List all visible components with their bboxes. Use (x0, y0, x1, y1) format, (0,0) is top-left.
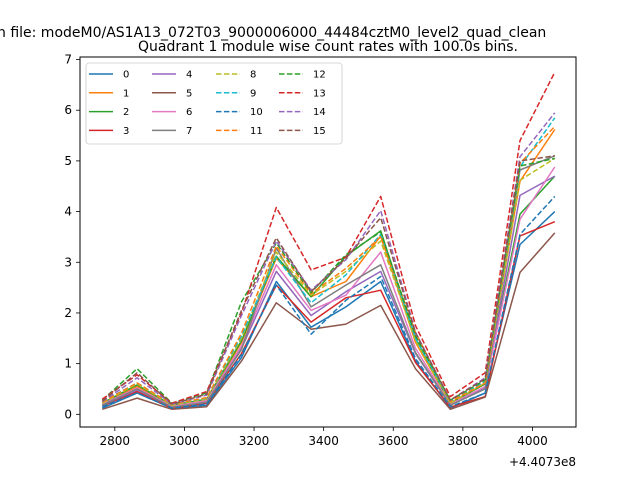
legend-label-6: 6 (186, 107, 192, 118)
legend-label-3: 3 (123, 126, 129, 137)
series-line-15 (101, 155, 555, 405)
legend-label-1: 1 (123, 88, 129, 99)
series-line-7 (101, 155, 556, 408)
series-line-13 (101, 71, 556, 404)
legend-label-8: 8 (250, 70, 256, 81)
x-offset-label: +4.4073e8 (509, 455, 576, 469)
legend-label-14: 14 (313, 107, 326, 118)
y-tick-label: 0 (64, 407, 72, 421)
legend-label-4: 4 (186, 70, 192, 81)
series-line-10 (102, 195, 556, 409)
legend-label-11: 11 (250, 126, 263, 137)
legend-box (85, 62, 343, 145)
series-line-11 (101, 125, 556, 405)
x-tick-label: 4000 (517, 434, 548, 448)
y-tick-label: 1 (64, 357, 72, 371)
legend-label-2: 2 (123, 107, 129, 118)
legend-label-13: 13 (313, 88, 326, 99)
x-tick-label: 3000 (169, 434, 200, 448)
y-tick-label: 3 (64, 255, 72, 269)
series-lines (101, 71, 556, 411)
chart-title: Quadrant 1 module wise count rates with … (138, 39, 518, 55)
y-axis: 0 1 2 3 4 5 6 7 (64, 53, 80, 421)
legend-label-15: 15 (313, 126, 326, 137)
legend-label-0: 0 (123, 70, 129, 81)
x-tick-label: 3600 (378, 434, 409, 448)
x-tick-label: 3200 (239, 434, 270, 448)
legend-label-7: 7 (186, 126, 192, 137)
axes-frame (79, 56, 577, 428)
series-line-6 (101, 166, 556, 407)
legend-label-10: 10 (250, 107, 263, 118)
y-tick-label: 7 (64, 53, 72, 67)
x-tick-label: 3800 (448, 434, 479, 448)
legend-label-9: 9 (250, 88, 256, 99)
legend-label-12: 12 (313, 70, 326, 81)
x-axis: 2800 3000 3200 3400 3600 3800 4000 (100, 427, 548, 448)
figure-suptitle: n file: modeM0/AS1A13_072T03_9000006000_… (0, 25, 546, 41)
y-tick-label: 2 (64, 306, 72, 320)
series-line-12 (101, 157, 555, 404)
legend-label-5: 5 (186, 88, 192, 99)
series-line-5 (102, 232, 556, 411)
y-tick-label: 5 (64, 154, 72, 168)
series-line-9 (101, 117, 556, 405)
y-tick-label: 4 (64, 205, 72, 219)
y-tick-label: 6 (64, 103, 72, 117)
x-tick-label: 3400 (308, 434, 339, 448)
x-tick-label: 2800 (100, 434, 131, 448)
